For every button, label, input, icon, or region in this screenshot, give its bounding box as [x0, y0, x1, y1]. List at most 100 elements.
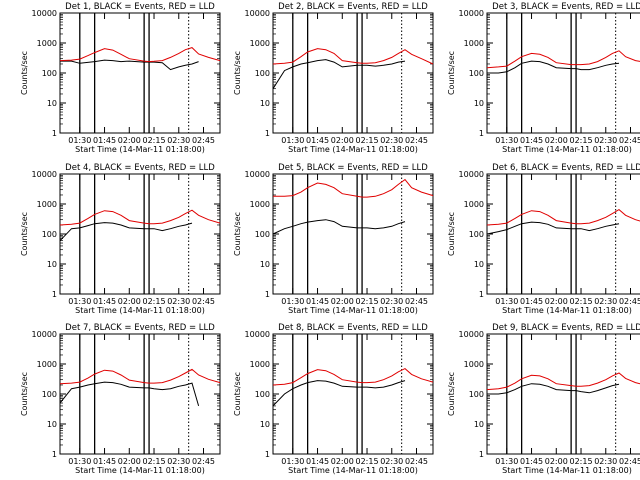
x-tick-label: 01:45 — [306, 297, 329, 306]
y-tick-label: 10 — [47, 420, 57, 429]
x-tick-label: 02:30 — [380, 297, 403, 306]
y-tick-label: 100 — [42, 69, 57, 78]
series-line-events — [59, 381, 200, 407]
y-tick-label: 100 — [255, 69, 270, 78]
x-tick-label: 01:45 — [520, 457, 543, 466]
series-line-lld — [486, 208, 640, 226]
x-axis-label: Start Time (14-Mar-11 01:18:00) — [75, 466, 205, 475]
series-line-events — [272, 219, 406, 235]
x-tick-label: 01:30 — [495, 136, 518, 145]
y-tick-label: 1 — [479, 450, 484, 459]
chart-panel-8: Det 8, BLACK = Events, RED = LLD 1 10 100 10… — [233, 323, 434, 475]
x-tick-label: 01:30 — [281, 136, 304, 145]
x-axis-label: Start Time (14-Mar-11 01:18:00) — [288, 306, 418, 315]
y-tick-label: 100 — [469, 69, 484, 78]
y-tick-label: 10000 — [459, 9, 484, 18]
y-tick-label: 10000 — [245, 9, 270, 18]
chart-title: Det 3, BLACK = Events, RED = LLD — [492, 2, 640, 12]
x-tick-label: 02:30 — [594, 457, 617, 466]
x-tick-label: 02:15 — [355, 297, 378, 306]
y-tick-label: 10000 — [459, 170, 484, 179]
y-tick-label: 1000 — [37, 39, 57, 48]
x-tick-label: 01:30 — [495, 457, 518, 466]
x-tick-label: 02:45 — [405, 457, 428, 466]
x-tick-label: 01:30 — [68, 136, 91, 145]
plot-frame — [272, 173, 434, 295]
y-tick-label: 100 — [42, 230, 57, 239]
x-tick-label: 02:15 — [355, 136, 378, 145]
plot-frame — [59, 173, 221, 295]
series-line-lld — [272, 48, 434, 65]
y-tick-label: 10 — [260, 260, 270, 269]
x-tick-label: 02:30 — [380, 457, 403, 466]
chart-panel-1: Det 1, BLACK = Events, RED = LLD 1 10 100 10… — [20, 2, 221, 154]
x-tick-label: 02:00 — [118, 136, 141, 145]
y-tick-label: 1000 — [464, 200, 484, 209]
y-tick-label: 10 — [47, 99, 57, 108]
x-tick-label: 02:00 — [118, 297, 141, 306]
x-tick-label: 02:45 — [192, 297, 215, 306]
y-axis-label: Counts/sec — [233, 212, 242, 256]
y-tick-label: 10 — [260, 420, 270, 429]
x-tick-label: 02:45 — [192, 136, 215, 145]
x-axis-label: Start Time (14-Mar-11 01:18:00) — [502, 466, 632, 475]
x-tick-label: 02:30 — [167, 457, 190, 466]
plot-frame — [486, 12, 640, 134]
chart-panel-7: Det 7, BLACK = Events, RED = LLD 1 10 100 10… — [20, 323, 221, 475]
chart-title: Det 2, BLACK = Events, RED = LLD — [278, 2, 428, 12]
y-tick-label: 10 — [474, 99, 484, 108]
x-axis-label: Start Time (14-Mar-11 01:18:00) — [288, 145, 418, 154]
x-tick-label: 02:30 — [167, 136, 190, 145]
x-tick-label: 02:45 — [619, 297, 640, 306]
x-tick-label: 01:30 — [68, 457, 91, 466]
y-tick-label: 10 — [47, 260, 57, 269]
y-tick-label: 1 — [52, 450, 57, 459]
plot-frame — [486, 173, 640, 295]
y-tick-label: 10 — [474, 260, 484, 269]
x-tick-label: 02:30 — [594, 136, 617, 145]
series-line-lld — [59, 209, 221, 226]
y-tick-label: 1 — [52, 290, 57, 299]
series-line-events — [272, 59, 406, 89]
y-tick-label: 1000 — [37, 200, 57, 209]
y-axis-label: Counts/sec — [447, 212, 456, 256]
y-tick-label: 10000 — [459, 330, 484, 339]
y-tick-label: 1000 — [464, 39, 484, 48]
x-axis-label: Start Time (14-Mar-11 01:18:00) — [288, 466, 418, 475]
y-tick-label: 1 — [479, 290, 484, 299]
plot-frame — [272, 333, 434, 455]
chart-title: Det 8, BLACK = Events, RED = LLD — [278, 323, 428, 333]
x-tick-label: 02:00 — [331, 457, 354, 466]
chart-title: Det 9, BLACK = Events, RED = LLD — [492, 323, 640, 333]
series-line-events — [60, 59, 199, 71]
y-tick-label: 1000 — [250, 200, 270, 209]
y-tick-label: 1000 — [250, 39, 270, 48]
chart-title: Det 6, BLACK = Events, RED = LLD — [492, 163, 640, 173]
y-tick-label: 100 — [42, 390, 57, 399]
chart-panel-6: Det 6, BLACK = Events, RED = LLD 1 10 100 10… — [447, 163, 640, 315]
x-tick-label: 02:30 — [380, 136, 403, 145]
x-tick-label: 02:45 — [619, 136, 640, 145]
y-tick-label: 100 — [469, 390, 484, 399]
y-tick-label: 10000 — [245, 330, 270, 339]
x-tick-label: 02:15 — [355, 457, 378, 466]
series-line-lld — [59, 368, 221, 385]
y-tick-label: 1 — [265, 450, 270, 459]
y-axis-label: Counts/sec — [20, 51, 29, 95]
series-line-lld — [59, 47, 221, 63]
series-line-events — [487, 60, 620, 74]
y-axis-label: Counts/sec — [233, 372, 242, 416]
x-tick-label: 01:45 — [520, 297, 543, 306]
x-axis-label: Start Time (14-Mar-11 01:18:00) — [75, 306, 205, 315]
chart-panel-5: Det 5, BLACK = Events, RED = LLD 1 10 100 10… — [233, 163, 434, 315]
x-tick-label: 02:15 — [569, 297, 592, 306]
y-tick-label: 1000 — [250, 360, 270, 369]
x-tick-label: 01:45 — [93, 297, 116, 306]
chart-title: Det 1, BLACK = Events, RED = LLD — [65, 2, 215, 12]
x-axis-label: Start Time (14-Mar-11 01:18:00) — [502, 145, 632, 154]
y-tick-label: 1 — [265, 129, 270, 138]
y-axis-label: Counts/sec — [20, 372, 29, 416]
x-tick-label: 02:30 — [594, 297, 617, 306]
x-tick-label: 01:45 — [93, 136, 116, 145]
x-tick-label: 01:30 — [281, 457, 304, 466]
